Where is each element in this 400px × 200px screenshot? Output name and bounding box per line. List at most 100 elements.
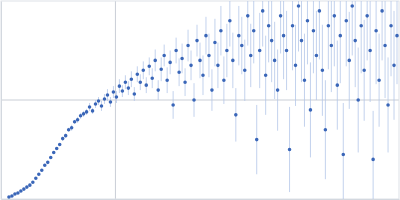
point bbox=[61, 137, 65, 141]
point bbox=[246, 14, 250, 18]
point bbox=[109, 100, 113, 104]
point bbox=[49, 156, 53, 160]
point bbox=[231, 59, 235, 63]
error-bar bbox=[340, 1, 341, 83]
point bbox=[273, 59, 277, 63]
point bbox=[153, 59, 157, 63]
point bbox=[144, 83, 148, 87]
point bbox=[100, 104, 104, 108]
point bbox=[139, 80, 143, 84]
error-bar bbox=[229, 1, 230, 47]
point bbox=[201, 73, 205, 77]
point bbox=[234, 113, 238, 117]
error-bar bbox=[346, 1, 347, 66]
point bbox=[318, 9, 322, 13]
error-bar bbox=[367, 1, 368, 60]
point bbox=[321, 69, 325, 73]
point bbox=[252, 29, 256, 33]
point bbox=[285, 49, 289, 53]
point bbox=[291, 24, 295, 28]
point bbox=[276, 88, 280, 92]
point bbox=[37, 172, 41, 176]
point bbox=[192, 98, 196, 102]
point bbox=[189, 64, 193, 68]
error-bars bbox=[9, 1, 397, 199]
point bbox=[183, 80, 187, 84]
point bbox=[374, 29, 378, 33]
point bbox=[347, 59, 351, 63]
point bbox=[150, 76, 154, 80]
error-bar bbox=[298, 1, 299, 51]
point bbox=[249, 54, 253, 58]
point bbox=[177, 70, 181, 74]
point bbox=[70, 126, 74, 130]
point bbox=[333, 14, 337, 18]
point bbox=[228, 19, 232, 23]
point bbox=[31, 180, 35, 184]
point bbox=[28, 183, 32, 187]
point bbox=[237, 34, 241, 38]
point bbox=[46, 161, 50, 165]
point bbox=[64, 134, 68, 138]
plot-area bbox=[7, 1, 399, 199]
point bbox=[58, 143, 62, 147]
point bbox=[133, 92, 137, 96]
point bbox=[195, 39, 199, 43]
point bbox=[297, 4, 301, 8]
point bbox=[255, 138, 259, 142]
error-bar bbox=[280, 1, 281, 53]
error-bar bbox=[334, 1, 335, 66]
point bbox=[198, 59, 202, 63]
error-bar bbox=[397, 1, 398, 84]
point bbox=[368, 49, 372, 53]
point bbox=[341, 153, 345, 157]
point bbox=[25, 185, 29, 189]
point bbox=[162, 54, 166, 58]
error-bar bbox=[343, 103, 344, 199]
point bbox=[147, 65, 151, 69]
error-bar bbox=[313, 1, 314, 73]
point bbox=[186, 44, 190, 48]
point bbox=[121, 89, 125, 93]
point bbox=[118, 84, 122, 88]
point bbox=[258, 49, 262, 53]
point bbox=[43, 164, 47, 168]
point bbox=[67, 128, 71, 132]
points bbox=[7, 4, 399, 199]
point bbox=[97, 99, 101, 103]
point bbox=[395, 34, 399, 38]
point bbox=[225, 49, 229, 53]
point bbox=[222, 78, 226, 82]
error-bar bbox=[391, 1, 392, 76]
point bbox=[103, 97, 107, 101]
point bbox=[356, 98, 360, 102]
error-bar bbox=[385, 1, 386, 98]
point bbox=[339, 34, 343, 38]
error-bar bbox=[292, 1, 293, 70]
point bbox=[309, 108, 313, 112]
error-bar bbox=[247, 1, 248, 46]
point bbox=[52, 151, 56, 155]
point bbox=[204, 34, 208, 38]
point bbox=[336, 83, 340, 87]
point bbox=[383, 44, 387, 48]
error-bar bbox=[361, 1, 362, 73]
point bbox=[19, 189, 23, 193]
error-bar bbox=[283, 1, 284, 79]
point bbox=[330, 44, 334, 48]
point bbox=[85, 110, 89, 114]
point bbox=[267, 24, 271, 28]
point bbox=[371, 158, 375, 162]
chart bbox=[0, 0, 400, 200]
error-bar bbox=[328, 1, 329, 69]
point bbox=[216, 64, 220, 68]
point bbox=[106, 93, 110, 97]
point bbox=[40, 169, 44, 173]
point bbox=[76, 118, 80, 122]
point bbox=[240, 44, 244, 48]
point bbox=[156, 88, 160, 92]
point bbox=[213, 41, 217, 45]
point bbox=[174, 49, 178, 53]
point bbox=[127, 86, 131, 90]
point bbox=[112, 90, 116, 94]
